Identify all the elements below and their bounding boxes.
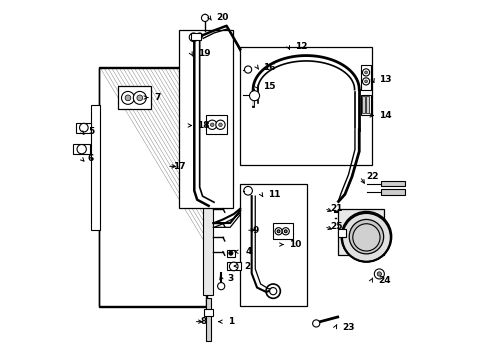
Text: 2: 2 bbox=[244, 262, 250, 271]
Text: 18: 18 bbox=[197, 121, 209, 130]
Circle shape bbox=[364, 71, 367, 74]
Circle shape bbox=[133, 91, 146, 104]
Bar bbox=[73, 144, 90, 154]
Circle shape bbox=[201, 14, 208, 22]
Text: 10: 10 bbox=[289, 240, 301, 249]
Bar bbox=[226, 249, 235, 257]
Bar bbox=[360, 65, 370, 90]
Bar bbox=[206, 116, 226, 134]
Circle shape bbox=[362, 78, 369, 85]
Circle shape bbox=[341, 212, 391, 262]
Bar bbox=[273, 223, 292, 239]
Bar bbox=[337, 209, 384, 255]
Circle shape bbox=[196, 33, 202, 39]
Bar bbox=[179, 30, 233, 208]
Bar bbox=[381, 189, 404, 195]
Text: 4: 4 bbox=[245, 247, 251, 256]
Bar bbox=[240, 46, 371, 165]
Circle shape bbox=[125, 95, 131, 101]
Bar bbox=[203, 309, 212, 316]
Circle shape bbox=[218, 123, 222, 127]
Text: 25: 25 bbox=[330, 222, 343, 231]
Circle shape bbox=[282, 228, 289, 235]
Circle shape bbox=[373, 269, 384, 279]
Text: 14: 14 bbox=[379, 111, 391, 120]
Bar bbox=[381, 181, 404, 186]
Bar bbox=[226, 262, 241, 270]
Circle shape bbox=[121, 91, 134, 104]
Text: 12: 12 bbox=[294, 42, 306, 51]
Text: 20: 20 bbox=[216, 13, 228, 22]
Circle shape bbox=[229, 262, 238, 271]
Circle shape bbox=[376, 272, 381, 276]
Circle shape bbox=[244, 66, 251, 73]
Bar bbox=[99, 68, 205, 306]
Text: 24: 24 bbox=[377, 276, 390, 285]
Circle shape bbox=[210, 123, 214, 127]
Bar bbox=[99, 67, 206, 307]
Bar bbox=[240, 184, 306, 306]
Circle shape bbox=[137, 95, 142, 101]
Circle shape bbox=[189, 33, 198, 41]
Circle shape bbox=[274, 228, 282, 235]
Text: 6: 6 bbox=[88, 154, 94, 163]
Circle shape bbox=[312, 320, 319, 327]
Circle shape bbox=[217, 283, 224, 290]
Text: 8: 8 bbox=[200, 317, 206, 326]
Text: 22: 22 bbox=[366, 172, 378, 181]
Circle shape bbox=[356, 226, 376, 247]
Text: 15: 15 bbox=[263, 82, 275, 91]
Circle shape bbox=[269, 288, 276, 295]
Circle shape bbox=[207, 120, 217, 130]
Text: 9: 9 bbox=[252, 226, 258, 235]
Text: 5: 5 bbox=[88, 127, 94, 136]
Text: 3: 3 bbox=[227, 274, 233, 283]
Circle shape bbox=[364, 80, 367, 83]
Text: 17: 17 bbox=[173, 162, 186, 171]
Bar bbox=[76, 123, 91, 133]
Text: 23: 23 bbox=[341, 323, 354, 332]
Bar bbox=[203, 83, 213, 295]
Bar bbox=[91, 105, 100, 230]
Circle shape bbox=[228, 251, 233, 255]
Text: 19: 19 bbox=[198, 49, 210, 58]
Bar bbox=[190, 33, 201, 40]
Circle shape bbox=[77, 144, 86, 154]
Circle shape bbox=[348, 220, 383, 254]
Bar bbox=[362, 96, 364, 113]
Circle shape bbox=[277, 230, 280, 233]
Text: 13: 13 bbox=[379, 75, 391, 84]
Circle shape bbox=[244, 186, 252, 195]
Circle shape bbox=[80, 123, 88, 132]
Circle shape bbox=[362, 69, 369, 76]
Text: 21: 21 bbox=[330, 204, 343, 213]
Bar bbox=[118, 86, 150, 109]
Bar bbox=[205, 298, 210, 341]
Text: 7: 7 bbox=[154, 93, 160, 102]
Bar bbox=[360, 95, 370, 116]
Circle shape bbox=[215, 120, 224, 130]
Text: 16: 16 bbox=[263, 63, 275, 72]
Circle shape bbox=[249, 91, 259, 101]
Circle shape bbox=[284, 230, 286, 233]
Bar bbox=[366, 96, 368, 113]
Circle shape bbox=[352, 224, 379, 251]
Bar bbox=[338, 229, 345, 237]
Text: 1: 1 bbox=[228, 317, 234, 326]
Text: 11: 11 bbox=[267, 190, 280, 199]
